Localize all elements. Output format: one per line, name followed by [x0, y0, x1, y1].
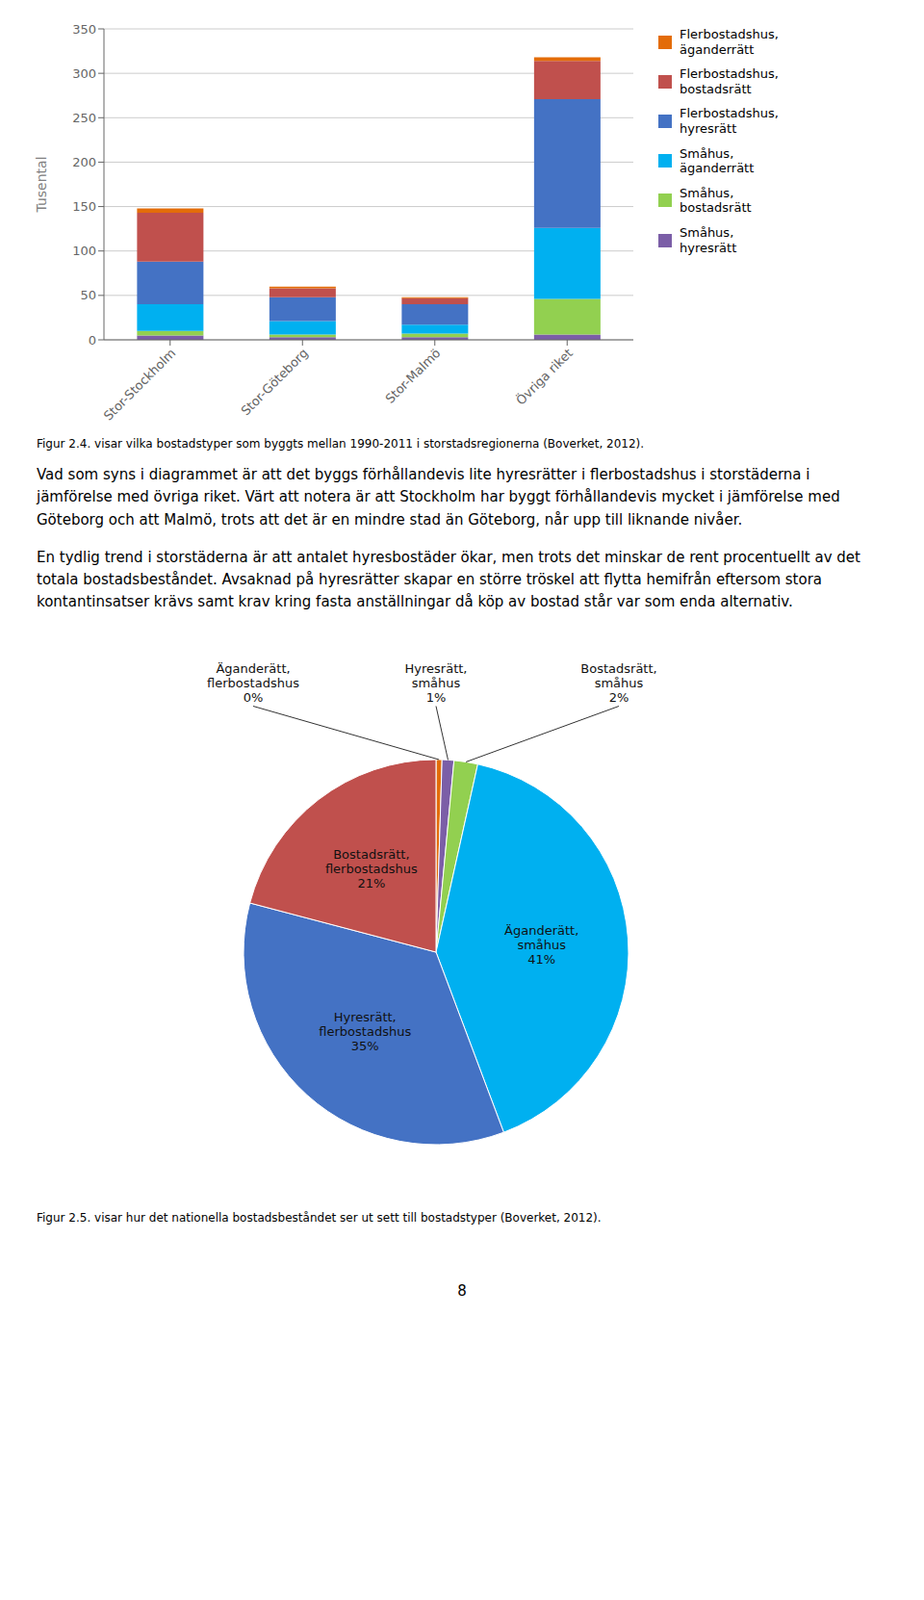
html-text:En tydlig trend i storstäderna: En tydlig trend i storstäderna är att an…	[36, 548, 861, 611]
html-text:Figur 2.4. visar vilka bostads: Figur 2.4. visar vilka bostadstyper som …	[36, 436, 645, 451]
html-text:Flerbostadshus, hyresrätt: Flerbostadshus, hyresrätt	[679, 106, 779, 136]
svg-text:Stor-Malmö: Stor-Malmö	[383, 345, 444, 407]
svg-text:Hyresrätt,småhus1%: Hyresrätt,småhus1%	[405, 660, 468, 704]
svg-text:50: 50	[79, 287, 97, 303]
svg-text:Hyresrätt,flerbostadshus35%: Hyresrätt,flerbostadshus35%	[318, 1008, 411, 1053]
html-text:Vad som syns i diagrammet är a: Vad som syns i diagrammet är att det byg…	[36, 465, 840, 528]
svg-text:350: 350	[72, 22, 97, 37]
html-text:Flerbostadshus, bostadsrätt: Flerbostadshus, bostadsrätt	[679, 66, 779, 97]
html-text:Flerbostadshus, äganderrätt: Flerbostadshus, äganderrätt	[679, 26, 779, 57]
svg-text:Bostadsrätt,småhus2%: Bostadsrätt,småhus2%	[580, 660, 657, 704]
svg-text:Stor-Göteborg: Stor-Göteborg	[237, 345, 310, 418]
svg-text:Stor-Stockholm: Stor-Stockholm	[101, 345, 180, 424]
svg-text:150: 150	[72, 199, 97, 214]
svg-text:200: 200	[72, 154, 97, 170]
svg-text:300: 300	[72, 66, 97, 81]
svg-text:100: 100	[72, 243, 97, 258]
html-text:Småhus, hyresrätt: Småhus, hyresrätt	[679, 225, 737, 255]
svg-text:Tusental: Tusental	[33, 155, 50, 213]
svg-text:Övriga riket: Övriga riket	[513, 344, 576, 408]
svg-text:Äganderätt,småhus41%: Äganderätt,småhus41%	[504, 922, 579, 966]
svg-text:Bostadsrätt,flerbostadshus21%: Bostadsrätt,flerbostadshus21%	[325, 846, 418, 890]
html-text:Småhus, äganderrätt: Småhus, äganderrätt	[679, 145, 754, 176]
svg-text:Äganderätt,flerbostadshus0%: Äganderätt,flerbostadshus0%	[206, 660, 300, 704]
html-text:8: 8	[457, 1281, 467, 1299]
svg-text:0: 0	[88, 333, 97, 348]
html-text:Småhus, bostadsrätt: Småhus, bostadsrätt	[679, 185, 752, 215]
svg-text:250: 250	[72, 110, 97, 126]
html-text:Figur 2.5. visar hur det natio: Figur 2.5. visar hur det nationella bost…	[36, 1210, 602, 1224]
